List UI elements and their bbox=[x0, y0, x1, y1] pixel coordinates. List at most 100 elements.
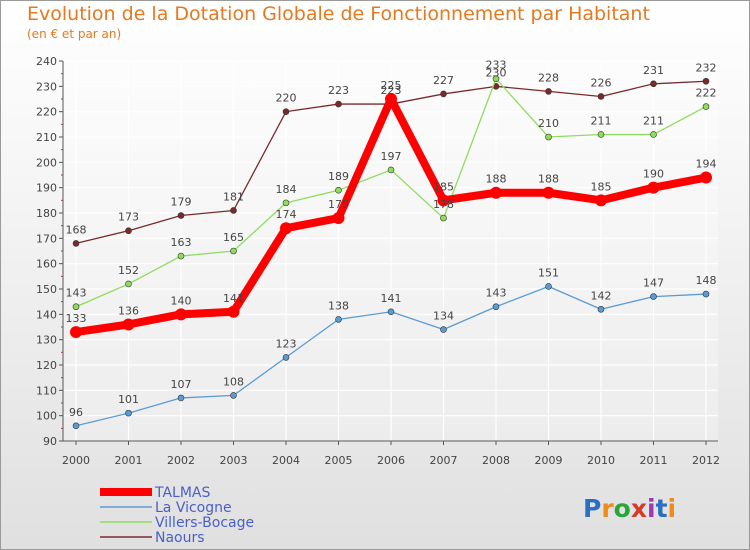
data-label-villers-bocage: 189 bbox=[328, 170, 349, 183]
legend-label-villers-bocage: Villers-Bocage bbox=[155, 515, 254, 531]
data-point-la-vicogne bbox=[387, 308, 395, 316]
legend-label-la-vicogne: La Vicogne bbox=[155, 500, 232, 516]
data-label-villers-bocage: 211 bbox=[643, 114, 664, 127]
data-point-talmas bbox=[647, 181, 660, 194]
data-label-la-vicogne: 138 bbox=[328, 299, 349, 312]
data-label-villers-bocage: 210 bbox=[538, 117, 559, 130]
data-point-talmas bbox=[332, 212, 345, 225]
data-label-la-vicogne: 142 bbox=[591, 289, 612, 302]
data-point-villers-bocage bbox=[440, 214, 447, 222]
y-tick-label: 110 bbox=[36, 384, 57, 397]
data-point-talmas bbox=[227, 305, 240, 318]
data-label-villers-bocage: 233 bbox=[486, 59, 507, 72]
x-tick-label: 2010 bbox=[587, 454, 615, 467]
data-label-villers-bocage: 184 bbox=[276, 183, 297, 196]
data-label-la-vicogne: 151 bbox=[538, 266, 559, 279]
data-point-naours bbox=[335, 100, 342, 108]
data-point-talmas bbox=[122, 318, 135, 331]
data-label-naours: 168 bbox=[66, 223, 87, 236]
data-point-la-vicogne bbox=[72, 422, 80, 430]
legend-label-talmas: TALMAS bbox=[154, 485, 210, 501]
logo-text: Proxiti bbox=[583, 494, 676, 523]
data-point-la-vicogne bbox=[545, 283, 552, 290]
data-point-la-vicogne bbox=[440, 326, 447, 333]
data-label-naours: 173 bbox=[118, 211, 139, 224]
data-label-talmas: 190 bbox=[643, 168, 664, 181]
data-label-naours: 227 bbox=[433, 74, 454, 87]
data-point-villers-bocage bbox=[177, 252, 185, 260]
data-label-villers-bocage: 222 bbox=[696, 87, 717, 100]
y-tick-label: 150 bbox=[36, 283, 57, 296]
data-point-la-vicogne bbox=[282, 354, 290, 361]
axes: 90 100 110 120 130 140 150 160 170 180 190 200 210 22… bbox=[36, 55, 720, 467]
data-label-villers-bocage: 211 bbox=[591, 114, 612, 127]
data-label-villers-bocage: 197 bbox=[381, 150, 402, 163]
x-tick-label: 2012 bbox=[692, 454, 720, 467]
legend-label-naours: Naours bbox=[155, 530, 205, 546]
data-point-talmas bbox=[280, 222, 292, 235]
y-tick-label: 210 bbox=[36, 131, 57, 144]
data-label-talmas: 141 bbox=[223, 292, 244, 305]
data-point-naours bbox=[72, 240, 80, 247]
data-point-talmas bbox=[595, 194, 607, 207]
data-label-talmas: 188 bbox=[486, 173, 507, 186]
data-label-naours: 220 bbox=[276, 92, 297, 105]
data-label-la-vicogne: 101 bbox=[118, 393, 139, 406]
data-label-talmas: 136 bbox=[118, 304, 139, 317]
data-label-talmas: 133 bbox=[66, 312, 87, 325]
logo-letter: i bbox=[647, 494, 656, 523]
data-label-villers-bocage: 178 bbox=[433, 198, 454, 211]
grid-lines bbox=[63, 60, 718, 442]
x-tick-label: 2003 bbox=[220, 454, 248, 467]
data-label-talmas: 185 bbox=[591, 180, 612, 193]
y-tick-label: 220 bbox=[36, 106, 57, 119]
y-tick-label: 190 bbox=[36, 182, 57, 195]
logo-letter: t bbox=[656, 494, 668, 523]
chart-subtitle: (en € et par an) bbox=[27, 27, 122, 41]
data-label-naours: 181 bbox=[223, 190, 244, 203]
data-point-la-vicogne bbox=[230, 392, 237, 399]
data-point-naours bbox=[125, 227, 132, 235]
y-tick-label: 230 bbox=[36, 80, 57, 93]
data-point-la-vicogne bbox=[650, 293, 657, 300]
data-point-villers-bocage bbox=[492, 75, 500, 83]
y-tick-label: 170 bbox=[36, 232, 57, 245]
data-label-talmas: 174 bbox=[276, 208, 297, 221]
logo-letter: i bbox=[668, 494, 677, 523]
data-label-naours: 231 bbox=[643, 64, 664, 77]
data-label-la-vicogne: 147 bbox=[643, 277, 664, 290]
data-point-villers-bocage bbox=[125, 280, 132, 288]
y-tick-label: 120 bbox=[36, 359, 57, 372]
data-point-talmas bbox=[700, 171, 712, 184]
data-label-naours: 223 bbox=[328, 84, 349, 97]
x-tick-label: 2000 bbox=[62, 454, 90, 467]
series-lines bbox=[70, 75, 712, 430]
y-tick-label: 130 bbox=[36, 334, 57, 347]
x-tick-label: 2001 bbox=[115, 454, 143, 467]
data-point-la-vicogne bbox=[177, 394, 185, 402]
data-point-talmas bbox=[175, 308, 187, 321]
data-point-villers-bocage bbox=[335, 186, 342, 194]
x-tick-label: 2002 bbox=[167, 454, 195, 467]
x-tick-label: 2007 bbox=[430, 454, 458, 467]
y-tick-label: 240 bbox=[36, 55, 57, 68]
data-label-la-vicogne: 148 bbox=[696, 274, 717, 287]
logo-letter: P bbox=[583, 494, 601, 523]
data-point-talmas bbox=[385, 93, 397, 105]
data-label-naours: 228 bbox=[538, 71, 559, 84]
data-label-naours: 179 bbox=[171, 196, 192, 209]
data-point-talmas bbox=[437, 194, 450, 207]
data-label-talmas: 225 bbox=[381, 79, 402, 92]
data-label-talmas: 178 bbox=[328, 198, 349, 211]
data-label-villers-bocage: 143 bbox=[66, 287, 87, 300]
data-labels: 168 173 179 181 220 223 223 227 230 228 226 231 232 1… bbox=[66, 59, 717, 419]
data-label-la-vicogne: 143 bbox=[486, 287, 507, 300]
data-label-la-vicogne: 108 bbox=[223, 375, 244, 388]
data-point-talmas bbox=[542, 186, 555, 199]
x-tick-label: 2011 bbox=[640, 454, 668, 467]
data-label-la-vicogne: 141 bbox=[381, 292, 402, 305]
data-label-naours: 232 bbox=[696, 61, 717, 74]
